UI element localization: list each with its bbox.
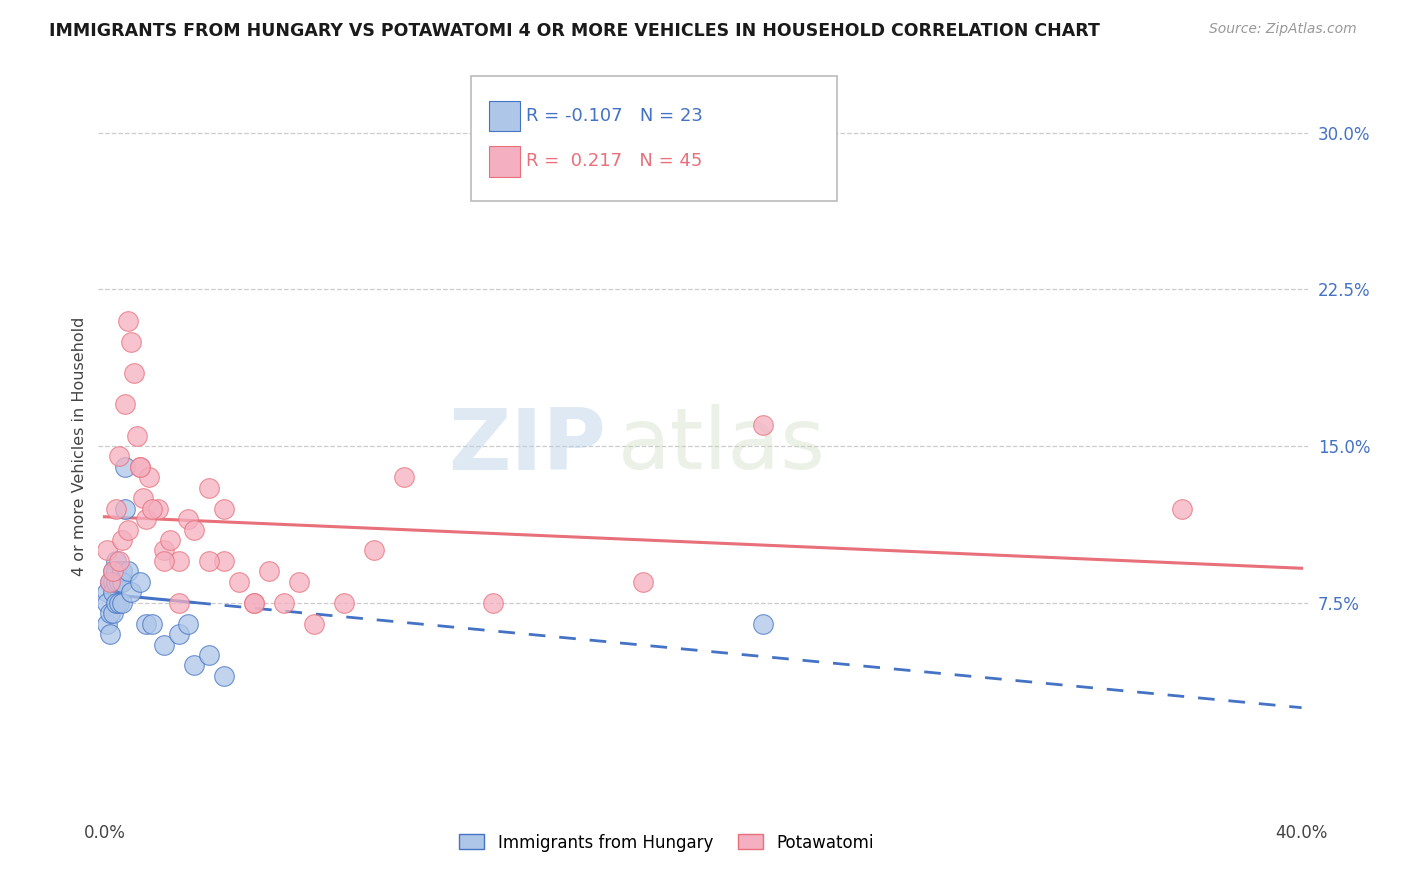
Point — [117, 313, 139, 327]
Point — [117, 523, 139, 537]
Point — [631, 574, 654, 589]
Point — [273, 596, 295, 610]
Text: atlas: atlas — [619, 404, 827, 488]
Point — [302, 616, 325, 631]
Point — [105, 565, 128, 579]
Point — [167, 627, 190, 641]
Point — [482, 596, 505, 610]
Point — [228, 574, 250, 589]
Point — [752, 418, 775, 433]
Point — [111, 596, 134, 610]
Point — [117, 565, 139, 579]
Legend: Immigrants from Hungary, Potawatomi: Immigrants from Hungary, Potawatomi — [453, 827, 880, 858]
Point — [100, 627, 122, 641]
Y-axis label: 4 or more Vehicles in Household: 4 or more Vehicles in Household — [72, 317, 87, 575]
Point — [105, 574, 128, 589]
Point — [103, 585, 125, 599]
Point — [111, 565, 134, 579]
Point — [105, 596, 128, 610]
Point — [129, 574, 152, 589]
Point — [212, 554, 235, 568]
Point — [108, 596, 131, 610]
Point — [96, 585, 118, 599]
Point — [114, 501, 136, 516]
Text: R =  0.217   N = 45: R = 0.217 N = 45 — [526, 153, 702, 170]
Point — [198, 481, 221, 495]
Point — [752, 616, 775, 631]
Point — [153, 638, 176, 652]
Point — [243, 596, 266, 610]
Point — [153, 543, 176, 558]
Point — [1171, 501, 1194, 516]
Point — [183, 523, 205, 537]
Point — [363, 543, 385, 558]
Point — [212, 501, 235, 516]
Point — [243, 596, 266, 610]
Point — [120, 585, 142, 599]
Point — [120, 334, 142, 349]
Point — [129, 459, 152, 474]
Point — [129, 459, 152, 474]
Point — [103, 574, 125, 589]
Point — [148, 501, 170, 516]
Point — [257, 565, 280, 579]
Point — [108, 450, 131, 464]
Point — [105, 501, 128, 516]
Point — [108, 574, 131, 589]
Point — [100, 606, 122, 620]
Text: ZIP: ZIP — [449, 404, 606, 488]
Point — [183, 658, 205, 673]
Point — [100, 574, 122, 589]
Point — [105, 554, 128, 568]
Point — [159, 533, 181, 547]
Point — [288, 574, 311, 589]
Point — [100, 574, 122, 589]
Point — [392, 470, 415, 484]
Point — [198, 648, 221, 662]
Point — [212, 669, 235, 683]
Point — [198, 554, 221, 568]
Point — [111, 574, 134, 589]
Point — [167, 596, 190, 610]
Point — [138, 470, 160, 484]
Point — [96, 596, 118, 610]
Point — [127, 428, 149, 442]
Point — [96, 616, 118, 631]
Point — [135, 512, 157, 526]
Point — [103, 606, 125, 620]
Point — [177, 616, 200, 631]
Point — [141, 501, 163, 516]
Point — [333, 596, 356, 610]
Point — [114, 459, 136, 474]
Point — [141, 616, 163, 631]
Point — [111, 533, 134, 547]
Point — [167, 554, 190, 568]
Point — [103, 565, 125, 579]
Text: Source: ZipAtlas.com: Source: ZipAtlas.com — [1209, 22, 1357, 37]
Point — [103, 565, 125, 579]
Text: R = -0.107   N = 23: R = -0.107 N = 23 — [526, 107, 703, 125]
Point — [96, 543, 118, 558]
Point — [124, 366, 146, 380]
Point — [153, 554, 176, 568]
Point — [177, 512, 200, 526]
Text: IMMIGRANTS FROM HUNGARY VS POTAWATOMI 4 OR MORE VEHICLES IN HOUSEHOLD CORRELATIO: IMMIGRANTS FROM HUNGARY VS POTAWATOMI 4 … — [49, 22, 1099, 40]
Point — [135, 616, 157, 631]
Point — [108, 554, 131, 568]
Point — [132, 491, 155, 506]
Point — [114, 397, 136, 411]
